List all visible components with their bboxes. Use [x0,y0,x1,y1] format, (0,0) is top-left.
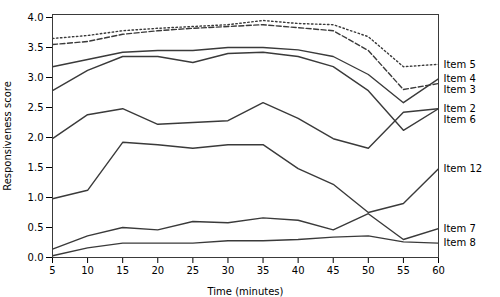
svg-text:Item 2: Item 2 [444,103,476,114]
svg-text:1.5: 1.5 [28,162,44,173]
svg-text:50: 50 [362,265,375,276]
svg-text:35: 35 [257,265,270,276]
svg-text:2.0: 2.0 [28,132,44,143]
svg-text:45: 45 [327,265,340,276]
svg-text:Responsiveness score: Responsiveness score [2,81,13,191]
svg-text:0.0: 0.0 [28,252,44,263]
svg-text:55: 55 [397,265,410,276]
svg-text:60: 60 [432,265,445,276]
svg-text:20: 20 [151,265,164,276]
svg-text:Item 4: Item 4 [444,73,476,84]
svg-text:Item 5: Item 5 [444,59,476,70]
svg-text:Time (minutes): Time (minutes) [207,286,284,297]
svg-text:2.5: 2.5 [28,102,44,113]
svg-text:1.0: 1.0 [28,192,44,203]
svg-text:Item 8: Item 8 [444,237,476,248]
svg-text:3.0: 3.0 [28,72,44,83]
svg-text:Item 7: Item 7 [444,223,476,234]
svg-text:Item 3: Item 3 [444,84,476,95]
svg-text:25: 25 [186,265,199,276]
svg-text:Item 12: Item 12 [444,163,483,174]
svg-text:40: 40 [292,265,305,276]
svg-text:5: 5 [49,265,55,276]
svg-text:10: 10 [81,265,94,276]
svg-text:15: 15 [116,265,129,276]
svg-text:30: 30 [222,265,235,276]
svg-text:3.5: 3.5 [28,42,44,53]
svg-text:4.0: 4.0 [28,12,44,23]
svg-text:Item 6: Item 6 [444,114,476,125]
svg-text:0.5: 0.5 [28,222,44,233]
